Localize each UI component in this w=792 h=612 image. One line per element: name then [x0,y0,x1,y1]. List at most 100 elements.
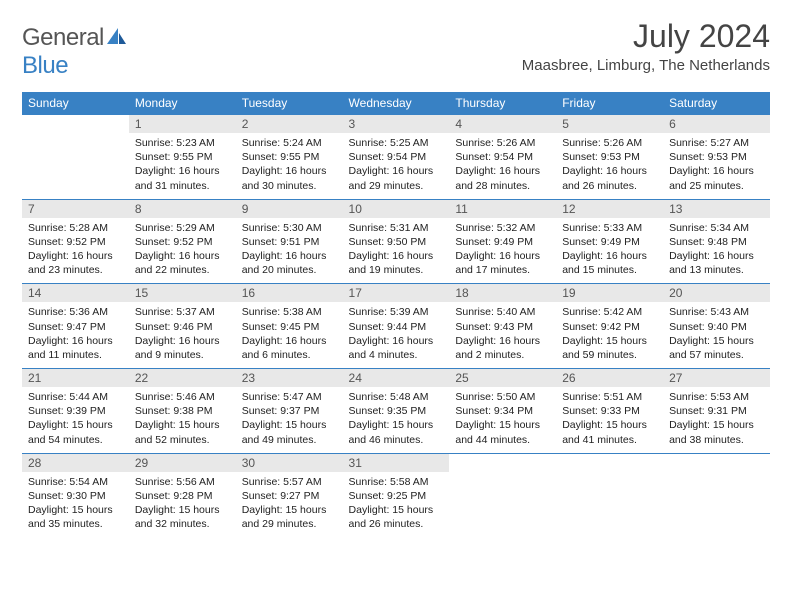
day-number-cell [22,115,129,134]
sunrise-text: Sunrise: 5:23 AM [135,136,230,150]
sunrise-text: Sunrise: 5:48 AM [349,390,444,404]
day-content-cell: Sunrise: 5:28 AMSunset: 9:52 PMDaylight:… [22,218,129,284]
sunset-text: Sunset: 9:31 PM [669,404,764,418]
daylight-text: Daylight: 16 hours and 2 minutes. [455,334,550,362]
daylight-text: Daylight: 16 hours and 20 minutes. [242,249,337,277]
day-content-cell: Sunrise: 5:36 AMSunset: 9:47 PMDaylight:… [22,302,129,368]
day-content-cell: Sunrise: 5:26 AMSunset: 9:54 PMDaylight:… [449,133,556,199]
sunrise-text: Sunrise: 5:42 AM [562,305,657,319]
day-content-cell: Sunrise: 5:25 AMSunset: 9:54 PMDaylight:… [343,133,450,199]
day-number-cell: 4 [449,115,556,134]
day-number-cell: 1 [129,115,236,134]
daylight-text: Daylight: 16 hours and 30 minutes. [242,164,337,192]
day-number-cell: 10 [343,199,450,218]
day-content-cell: Sunrise: 5:38 AMSunset: 9:45 PMDaylight:… [236,302,343,368]
sunset-text: Sunset: 9:53 PM [562,150,657,164]
daylight-text: Daylight: 15 hours and 44 minutes. [455,418,550,446]
day-number-cell: 20 [663,284,770,303]
sunrise-text: Sunrise: 5:47 AM [242,390,337,404]
daylight-text: Daylight: 16 hours and 19 minutes. [349,249,444,277]
day-number-cell [663,453,770,472]
daylight-text: Daylight: 15 hours and 41 minutes. [562,418,657,446]
daylight-text: Daylight: 16 hours and 25 minutes. [669,164,764,192]
day-number-cell: 14 [22,284,129,303]
day-number-row: 28293031 [22,453,770,472]
daylight-text: Daylight: 16 hours and 6 minutes. [242,334,337,362]
day-content-cell: Sunrise: 5:23 AMSunset: 9:55 PMDaylight:… [129,133,236,199]
daylight-text: Daylight: 15 hours and 59 minutes. [562,334,657,362]
day-content-cell: Sunrise: 5:47 AMSunset: 9:37 PMDaylight:… [236,387,343,453]
day-number-cell: 17 [343,284,450,303]
day-content-cell: Sunrise: 5:29 AMSunset: 9:52 PMDaylight:… [129,218,236,284]
day-number-cell: 5 [556,115,663,134]
day-content-cell: Sunrise: 5:24 AMSunset: 9:55 PMDaylight:… [236,133,343,199]
sunrise-text: Sunrise: 5:38 AM [242,305,337,319]
sunset-text: Sunset: 9:46 PM [135,320,230,334]
day-content-cell: Sunrise: 5:58 AMSunset: 9:25 PMDaylight:… [343,472,450,538]
day-content-row: Sunrise: 5:23 AMSunset: 9:55 PM Daylight:… [22,133,770,199]
day-content-cell: Sunrise: 5:30 AMSunset: 9:51 PMDaylight:… [236,218,343,284]
day-number-cell: 30 [236,453,343,472]
daylight-text: Daylight: 16 hours and 23 minutes. [28,249,123,277]
daylight-text: Daylight: 15 hours and 46 minutes. [349,418,444,446]
day-content-cell: Sunrise: 5:27 AMSunset: 9:53 PMDaylight:… [663,133,770,199]
day-content-cell: Sunrise: 5:39 AMSunset: 9:44 PMDaylight:… [343,302,450,368]
day-number-cell: 28 [22,453,129,472]
sunset-text: Sunset: 9:52 PM [135,235,230,249]
day-content-cell: Sunrise: 5:31 AMSunset: 9:50 PMDaylight:… [343,218,450,284]
day-content-cell: Sunrise: 5:33 AMSunset: 9:49 PMDaylight:… [556,218,663,284]
sunrise-text: Sunrise: 5:24 AM [242,136,337,150]
logo: General Blue [22,18,128,80]
sunset-text: Sunset: 9:44 PM [349,320,444,334]
sunset-text: Sunset: 9:35 PM [349,404,444,418]
day-number-row: 14151617181920 [22,284,770,303]
day-content-cell: Sunrise: 5:40 AMSunset: 9:43 PMDaylight:… [449,302,556,368]
day-number-cell: 18 [449,284,556,303]
day-content-row: Sunrise: 5:44 AMSunset: 9:39 PMDaylight:… [22,387,770,453]
day-content-cell [22,133,129,199]
daylight-text: Daylight: 16 hours and 28 minutes. [455,164,550,192]
sunrise-text: Sunrise: 5:27 AM [669,136,764,150]
day-number-cell: 13 [663,199,770,218]
day-number-row: 21222324252627 [22,369,770,388]
day-number-cell: 23 [236,369,343,388]
day-content-row: Sunrise: 5:54 AMSunset: 9:30 PMDaylight:… [22,472,770,538]
day-number-cell: 26 [556,369,663,388]
sunset-text: Sunset: 9:54 PM [349,150,444,164]
sunrise-text: Sunrise: 5:37 AM [135,305,230,319]
sunset-text: Sunset: 9:48 PM [669,235,764,249]
day-content-cell [556,472,663,538]
daylight-text: Daylight: 15 hours and 57 minutes. [669,334,764,362]
daylight-text: Daylight: 15 hours and 38 minutes. [669,418,764,446]
day-content-cell: Sunrise: 5:51 AMSunset: 9:33 PMDaylight:… [556,387,663,453]
day-number-cell: 24 [343,369,450,388]
day-number-cell: 22 [129,369,236,388]
daylight-text: Daylight: 15 hours and 35 minutes. [28,503,123,531]
day-number-cell: 25 [449,369,556,388]
sunset-text: Sunset: 9:49 PM [455,235,550,249]
sunrise-text: Sunrise: 5:39 AM [349,305,444,319]
day-header: Tuesday [236,92,343,115]
daylight-text: Daylight: 16 hours and 9 minutes. [135,334,230,362]
day-number-cell: 15 [129,284,236,303]
day-number-cell: 7 [22,199,129,218]
day-header: Friday [556,92,663,115]
sunset-text: Sunset: 9:42 PM [562,320,657,334]
calendar-page: General Blue July 2024 Maasbree, Limburg… [0,0,792,555]
day-number-cell: 29 [129,453,236,472]
sunset-text: Sunset: 9:34 PM [455,404,550,418]
day-header: Thursday [449,92,556,115]
daylight-text: Daylight: 16 hours and 13 minutes. [669,249,764,277]
sunrise-text: Sunrise: 5:36 AM [28,305,123,319]
day-number-row: 78910111213 [22,199,770,218]
sunset-text: Sunset: 9:53 PM [669,150,764,164]
sunset-text: Sunset: 9:52 PM [28,235,123,249]
title-block: July 2024 Maasbree, Limburg, The Netherl… [522,18,770,74]
day-number-cell: 19 [556,284,663,303]
sunset-text: Sunset: 9:55 PM [135,150,230,164]
day-header-row: SundayMondayTuesdayWednesdayThursdayFrid… [22,92,770,115]
daylight-text: Daylight: 16 hours and 11 minutes. [28,334,123,362]
sunset-text: Sunset: 9:27 PM [242,489,337,503]
day-content-cell: Sunrise: 5:43 AMSunset: 9:40 PMDaylight:… [663,302,770,368]
day-content-cell: Sunrise: 5:57 AMSunset: 9:27 PMDaylight:… [236,472,343,538]
